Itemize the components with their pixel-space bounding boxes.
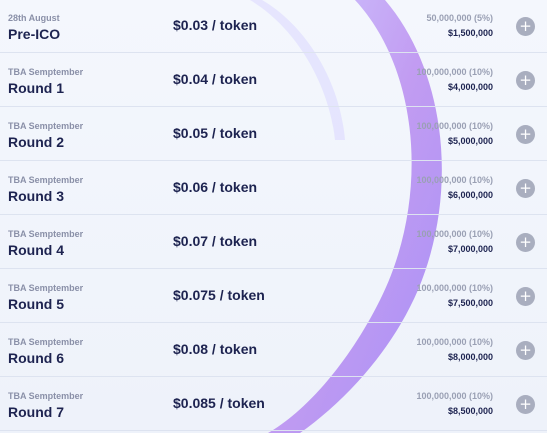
plus-icon[interactable]: + (516, 179, 535, 198)
round-date: TBA Semptember (8, 67, 84, 77)
round-price: $0.06 / token (173, 179, 258, 195)
round-row-5[interactable]: TBA Semptember Round 5 $0.075 / token 10… (0, 270, 547, 323)
round-row-7[interactable]: TBA Semptember Round 7 $0.085 / token 10… (0, 378, 547, 431)
plus-icon[interactable]: + (516, 71, 535, 90)
round-date: TBA Semptember (8, 229, 84, 239)
round-supply: 100,000,000 (10%) (416, 175, 493, 185)
plus-icon[interactable]: + (516, 17, 535, 36)
round-raise: $4,000,000 (447, 82, 493, 92)
round-price: $0.03 / token (173, 17, 258, 33)
round-supply: 100,000,000 (10%) (416, 121, 493, 131)
round-supply: 100,000,000 (10%) (416, 283, 493, 293)
round-raise: $5,000,000 (447, 136, 493, 146)
round-price: $0.085 / token (173, 395, 265, 411)
round-raise: $7,500,000 (447, 298, 493, 308)
round-raise: $6,000,000 (447, 190, 493, 200)
round-raise: $8,000,000 (447, 352, 493, 362)
round-price: $0.05 / token (173, 125, 258, 141)
round-raise: $1,500,000 (447, 28, 493, 38)
round-row-3[interactable]: TBA Semptember Round 3 $0.06 / token 100… (0, 162, 547, 215)
round-supply: 100,000,000 (10%) (416, 229, 493, 239)
round-date: 28th August (8, 13, 60, 23)
round-supply: 50,000,000 (5%) (426, 13, 493, 23)
round-name: Round 2 (8, 134, 64, 150)
round-row-1[interactable]: TBA Semptember Round 1 $0.04 / token 100… (0, 54, 547, 107)
round-row-4[interactable]: TBA Semptember Round 4 $0.07 / token 100… (0, 216, 547, 269)
round-raise: $8,500,000 (447, 406, 493, 416)
round-price: $0.08 / token (173, 341, 258, 357)
plus-icon[interactable]: + (516, 233, 535, 252)
round-price: $0.075 / token (173, 287, 265, 303)
round-date: TBA Semptember (8, 391, 84, 401)
round-row-pre-ico[interactable]: 28th August Pre-ICO $0.03 / token 50,000… (0, 0, 547, 53)
round-date: TBA Semptember (8, 175, 84, 185)
round-supply: 100,000,000 (10%) (416, 337, 493, 347)
round-price: $0.07 / token (173, 233, 258, 249)
round-raise: $7,000,000 (447, 244, 493, 254)
round-row-6[interactable]: TBA Semptember Round 6 $0.08 / token 100… (0, 324, 547, 377)
round-date: TBA Semptember (8, 121, 84, 131)
round-date: TBA Semptember (8, 337, 84, 347)
round-name: Round 1 (8, 80, 64, 96)
plus-icon[interactable]: + (516, 341, 535, 360)
round-price: $0.04 / token (173, 71, 258, 87)
round-row-2[interactable]: TBA Semptember Round 2 $0.05 / token 100… (0, 108, 547, 161)
plus-icon[interactable]: + (516, 287, 535, 306)
round-name: Round 5 (8, 296, 64, 312)
plus-icon[interactable]: + (516, 395, 535, 414)
round-name: Round 4 (8, 242, 64, 258)
round-date: TBA Semptember (8, 283, 84, 293)
round-name: Pre-ICO (8, 26, 61, 42)
round-name: Round 3 (8, 188, 64, 204)
plus-icon[interactable]: + (516, 125, 535, 144)
round-supply: 100,000,000 (10%) (416, 67, 493, 77)
round-supply: 100,000,000 (10%) (416, 391, 493, 401)
round-name: Round 7 (8, 404, 64, 420)
round-name: Round 6 (8, 350, 64, 366)
